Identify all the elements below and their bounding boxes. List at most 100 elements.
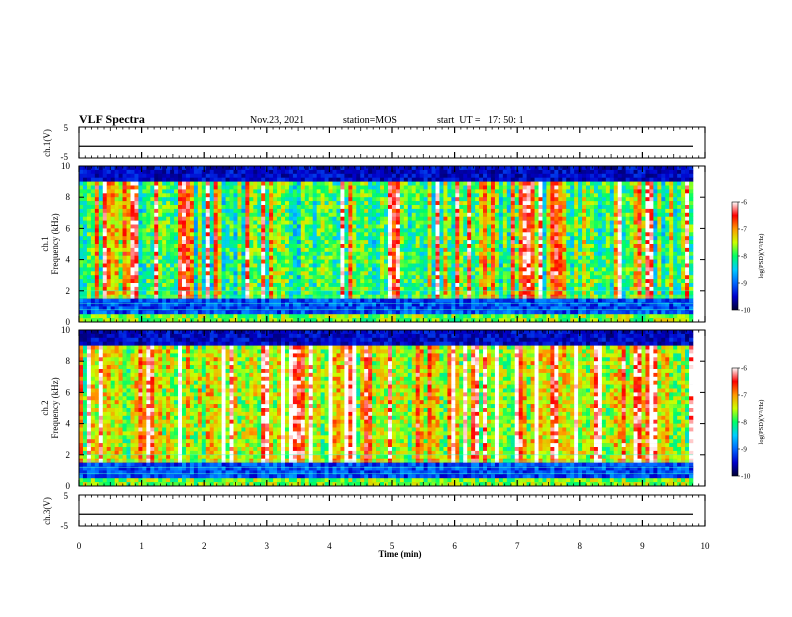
spectrogram-cell [535,170,539,174]
spectrogram-cell [154,299,158,303]
spectrogram-cell [174,217,178,221]
spectrogram-cell [519,225,523,229]
spectrogram-cell [305,166,309,170]
spectrogram-cell [134,182,138,186]
spectrogram-cell [384,221,388,225]
spectrogram-cell [527,213,531,217]
spectrogram-cell [131,182,135,186]
spectrogram-cell [154,279,158,283]
spectrogram-cell [103,170,107,174]
spectrogram-cell [154,182,158,186]
spectrogram-cell [170,205,174,209]
spectrogram-cell [237,232,241,236]
spectrogram-cell [174,299,178,303]
spectrogram-cell [388,205,392,209]
spectrogram-cell [202,205,206,209]
spectrogram-cell [170,193,174,197]
spectrogram-cell [226,252,230,256]
spectrogram-cell [178,213,182,217]
spectrogram-cell [123,213,127,217]
spectrogram-cell [447,271,451,275]
spectrogram-cell [158,170,162,174]
spectrogram-cell [115,225,119,229]
spectrogram-cell [265,240,269,244]
spectrogram-cell [198,232,202,236]
spectrogram-cell [471,256,475,260]
spectrogram-cell [285,189,289,193]
spectrogram-cell [281,213,285,217]
spectrogram-cell [416,232,420,236]
spectrogram-cell [531,291,535,295]
spectrogram-cell [527,299,531,303]
spectrogram-cell [293,236,297,240]
spectrogram-cell [257,205,261,209]
spectrogram-cell [396,240,400,244]
spectrogram-cell [111,299,115,303]
spectrogram-cell [424,225,428,229]
spectrogram-cell [222,310,226,314]
spectrogram-cell [340,182,344,186]
spectrogram-cell [79,217,83,221]
spectrogram-cell [273,287,277,291]
spectrogram-cell [451,201,455,205]
spectrogram-cell [321,279,325,283]
spectrogram-cell [523,186,527,190]
spectrogram-cell [289,314,293,318]
spectrogram-cell [499,213,503,217]
spectrogram-cell [107,205,111,209]
spectrogram-cell [178,310,182,314]
spectrogram-cell [447,182,451,186]
spectrogram-cell [202,225,206,229]
spectrogram-cell [432,189,436,193]
spectrogram-cell [230,189,234,193]
spectrogram-cell [245,248,249,252]
spectrogram-cell [396,256,400,260]
spectrogram-cell [519,291,523,295]
spectrogram-cell [396,314,400,318]
spectrogram-cell [392,193,396,197]
spectrogram-cell [515,201,519,205]
spectrogram-cell [123,189,127,193]
spectrogram-cell [325,240,329,244]
spectrogram-cell [178,299,182,303]
spectrogram-cell [194,213,198,217]
spectrogram-cell [507,244,511,248]
spectrogram-cell [138,256,142,260]
spectrogram-cell [471,279,475,283]
spectrogram-cell [237,209,241,213]
spectrogram-cell [436,217,440,221]
spectrogram-cell [515,182,519,186]
spectrogram-cell [249,201,253,205]
spectrogram-cell [95,287,99,291]
spectrogram-cell [447,186,451,190]
spectrogram-cell [325,275,329,279]
spectrogram-cell [142,275,146,279]
spectrogram-cell [230,197,234,201]
spectrogram-cell [344,240,348,244]
spectrogram-cell [329,182,333,186]
spectrogram-cell [269,287,273,291]
spectrogram-cell [531,256,535,260]
spectrogram-cell [428,256,432,260]
spectrogram-cell [404,275,408,279]
spectrogram-cell [491,201,495,205]
spectrogram-cell [194,209,198,213]
spectrogram-cell [400,240,404,244]
spectrogram-cell [119,217,123,221]
spectrogram-cell [142,182,146,186]
spectrogram-cell [321,306,325,310]
spectrogram-cell [95,166,99,170]
spectrogram-cell [483,228,487,232]
spectrogram-cell [138,217,142,221]
spectrogram-cell [396,193,400,197]
spectrogram-cell [491,189,495,193]
spectrogram-cell [376,197,380,201]
spectrogram-cell [309,287,313,291]
spectrogram-cell [214,232,218,236]
spectrogram-cell [317,310,321,314]
spectrogram-cell [154,189,158,193]
spectrogram-cell [214,236,218,240]
spectrogram-cell [420,248,424,252]
spectrogram-cell [178,267,182,271]
